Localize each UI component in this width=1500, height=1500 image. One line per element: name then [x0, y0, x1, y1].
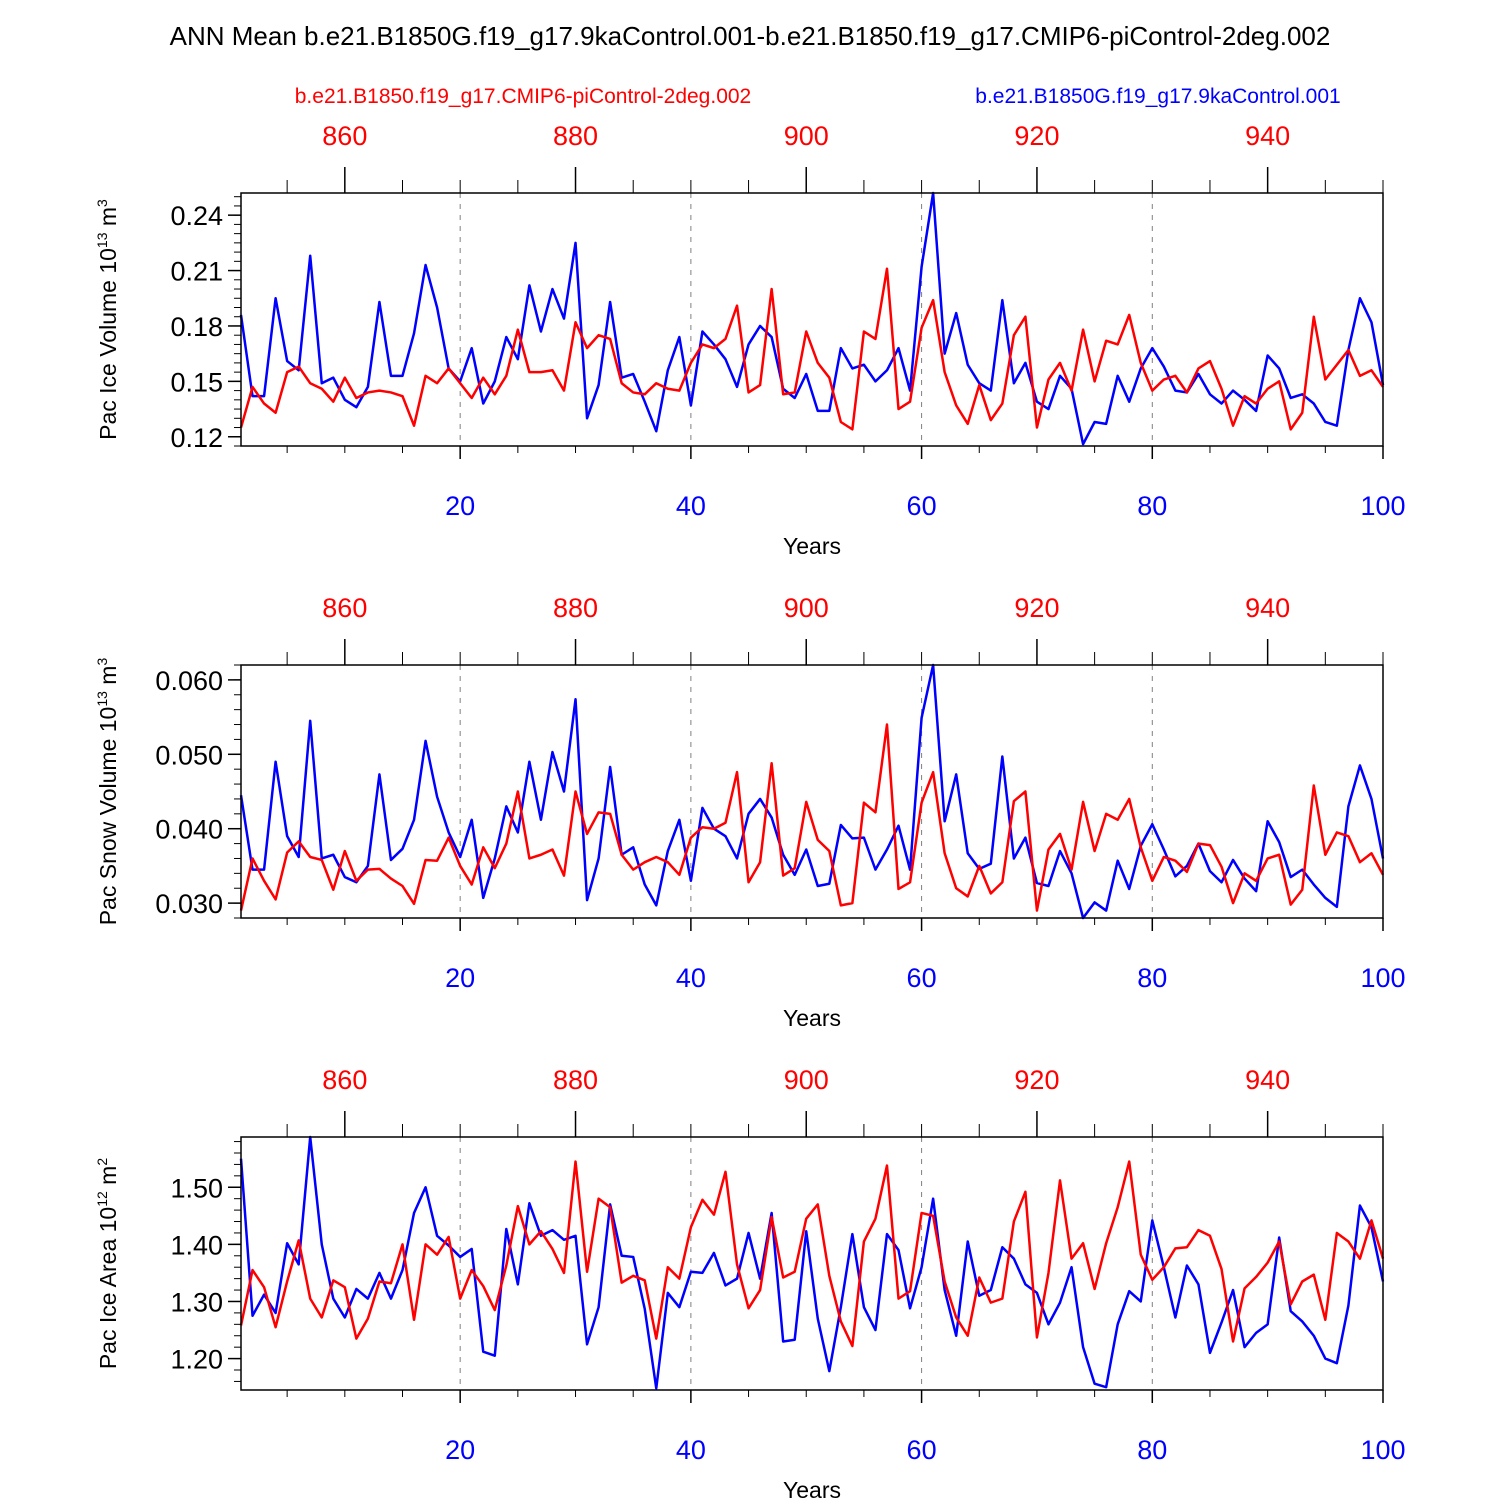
y-axis-label: Pac Ice Volume 1013 m3: [94, 199, 121, 440]
y-tick-label: 0.18: [170, 312, 223, 342]
chart-title: ANN Mean b.e21.B1850G.f19_g17.9kaControl…: [170, 21, 1331, 51]
y-axis-label: Pac Ice Area 1012 m2: [94, 1158, 121, 1370]
x-tick-label-top: 920: [1014, 121, 1059, 151]
plot-frame: [240, 664, 1384, 919]
y-tick-label: 1.20: [170, 1345, 223, 1375]
panel-ice-area: 1.20 1.30 1.40 1.50 20 40 60 80 100 Years 860 880 90…: [94, 1065, 1406, 1500]
legend-blue-label: b.e21.B1850G.f19_g17.9kaControl.001: [975, 85, 1340, 108]
x-tick-label-bottom: 60: [907, 491, 937, 521]
x-tick-label-bottom: 40: [676, 963, 706, 993]
x-tick-label-top: 900: [784, 1065, 829, 1095]
x-tick-label-top: 880: [553, 121, 598, 151]
x-tick-label-top: 860: [322, 121, 367, 151]
y-tick-label: 0.030: [155, 889, 223, 919]
y-tick-label: 0.040: [155, 815, 223, 845]
x-tick-label-bottom: 20: [445, 491, 475, 521]
x-tick-label-top: 920: [1014, 1065, 1059, 1095]
y-tick-label: 1.50: [170, 1173, 223, 1203]
x-tick-label-bottom: 100: [1360, 1435, 1405, 1465]
series-line-red: [239, 1160, 1385, 1348]
x-tick-label-bottom: 100: [1360, 963, 1405, 993]
x-axis-label: Years: [783, 1005, 841, 1031]
x-tick-label-top: 880: [553, 1065, 598, 1095]
x-tick-label-top: 940: [1245, 593, 1290, 623]
y-tick-label: 0.12: [170, 423, 223, 453]
series-line-blue: [239, 1135, 1385, 1390]
x-tick-label-bottom: 60: [907, 963, 937, 993]
series-line-red: [239, 267, 1385, 431]
plot-frame: [240, 1136, 1384, 1391]
series-line-blue: [239, 191, 1385, 446]
chart-panels: 0.12 0.15 0.18 0.21 0.24 20 40 60 80 100 Years 860 8…: [94, 121, 1406, 1500]
x-tick-label-bottom: 40: [676, 491, 706, 521]
legend-red-label: b.e21.B1850.f19_g17.CMIP6-piControl-2deg…: [295, 85, 751, 108]
series-line-blue: [239, 663, 1385, 920]
x-tick-label-top: 860: [322, 1065, 367, 1095]
x-tick-label-bottom: 20: [445, 963, 475, 993]
panel-ice-volume: 0.12 0.15 0.18 0.21 0.24 20 40 60 80 100 Years 860 8…: [94, 121, 1406, 559]
y-tick-label: 0.24: [170, 201, 223, 231]
y-tick-label: 1.30: [170, 1287, 223, 1317]
y-axis-label: Pac Snow Volume 1013 m3: [94, 658, 121, 926]
y-tick-label: 0.21: [170, 257, 223, 287]
x-tick-label-bottom: 80: [1137, 963, 1167, 993]
x-tick-label-top: 880: [553, 593, 598, 623]
x-tick-label-top: 920: [1014, 593, 1059, 623]
y-tick-label: 1.40: [170, 1230, 223, 1260]
series-line-red: [239, 723, 1385, 912]
x-tick-label-bottom: 80: [1137, 491, 1167, 521]
plot-frame: [240, 192, 1384, 447]
y-tick-label: 0.050: [155, 740, 223, 770]
x-tick-label-top: 900: [784, 593, 829, 623]
x-axis-label: Years: [783, 533, 841, 559]
x-tick-label-bottom: 60: [907, 1435, 937, 1465]
y-tick-label: 0.15: [170, 367, 223, 397]
x-axis-label: Years: [783, 1477, 841, 1500]
x-tick-label-bottom: 20: [445, 1435, 475, 1465]
x-tick-label-top: 900: [784, 121, 829, 151]
x-tick-label-bottom: 40: [676, 1435, 706, 1465]
y-tick-label: 0.060: [155, 666, 223, 696]
x-tick-label-top: 940: [1245, 121, 1290, 151]
x-tick-label-bottom: 100: [1360, 491, 1405, 521]
x-tick-label-top: 940: [1245, 1065, 1290, 1095]
panel-snow-volume: 0.030 0.040 0.050 0.060 20 40 60 80 100 Years 860 8…: [94, 593, 1406, 1031]
x-tick-label-top: 860: [322, 593, 367, 623]
x-tick-label-bottom: 80: [1137, 1435, 1167, 1465]
